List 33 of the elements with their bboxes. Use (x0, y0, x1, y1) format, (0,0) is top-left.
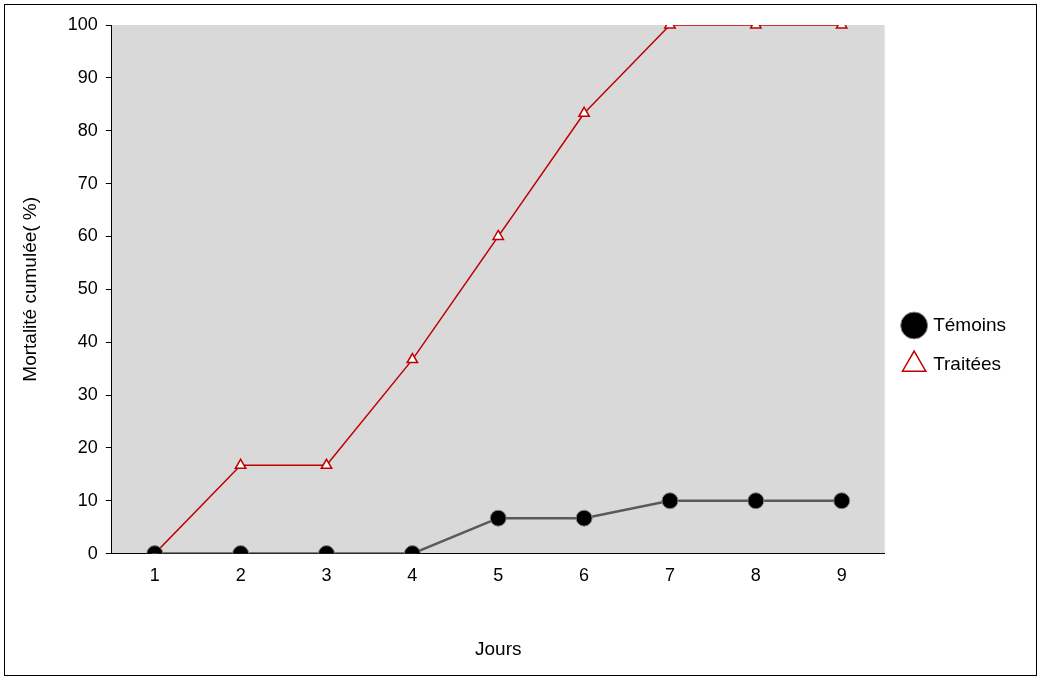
x-tick-label: 9 (836, 565, 847, 586)
x-axis-title: Jours (475, 637, 522, 659)
x-tick-label: 4 (407, 565, 418, 586)
y-tick-label: 20 (77, 436, 98, 457)
y-tick-label: 50 (77, 278, 98, 299)
y-tick-label: 70 (77, 172, 98, 193)
y-tick-label: 30 (77, 383, 98, 404)
y-tick-label: 0 (87, 542, 98, 563)
point (747, 492, 765, 510)
x-tick-label: 3 (321, 565, 332, 586)
x-tick-label: 7 (664, 565, 675, 586)
legend-label: Témoins (933, 313, 1006, 335)
x-tick-label: 5 (493, 565, 504, 586)
point (833, 492, 851, 510)
point (320, 458, 333, 470)
y-axis-title: Mortalité cumulée( %) (18, 196, 40, 382)
x-tick-label: 6 (579, 565, 590, 586)
point (661, 492, 679, 510)
x-tick-label: 1 (149, 565, 160, 586)
y-tick-label: 90 (77, 66, 98, 87)
y-tick-label: 60 (77, 225, 98, 246)
legend-label: Traitées (933, 352, 1002, 374)
y-tick-label: 100 (67, 13, 98, 34)
x-tick-label: 2 (235, 565, 246, 586)
point (492, 229, 505, 241)
point (406, 352, 419, 364)
x-tick-label: 8 (750, 565, 761, 586)
y-tick-label: 40 (77, 331, 98, 352)
point (489, 509, 507, 527)
point (575, 509, 593, 527)
point (234, 458, 247, 470)
y-tick-label: 10 (77, 489, 98, 510)
y-tick-label: 80 (77, 119, 98, 140)
